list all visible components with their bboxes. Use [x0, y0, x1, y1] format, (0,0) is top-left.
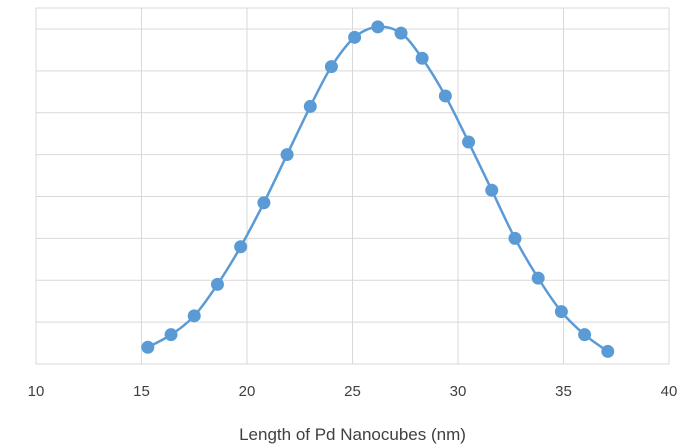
data-point	[234, 240, 248, 254]
data-point	[554, 305, 568, 319]
x-tick-label: 40	[661, 383, 678, 400]
x-tick-label: 35	[555, 383, 572, 400]
data-point	[303, 99, 317, 113]
data-point	[257, 196, 271, 210]
data-point	[485, 183, 499, 197]
data-point	[462, 135, 476, 149]
data-point	[531, 271, 545, 285]
data-point	[415, 51, 429, 65]
data-point	[578, 328, 592, 342]
x-tick-label: 30	[450, 383, 467, 400]
x-tick-label: 20	[239, 383, 256, 400]
plot-area-frame	[35, 7, 670, 365]
series-markers	[141, 20, 615, 358]
data-point	[141, 340, 155, 354]
data-point	[508, 231, 522, 245]
data-point	[324, 60, 338, 74]
x-tick-labels: 10 15 20 25 30 35 40	[28, 383, 678, 400]
grid	[35, 8, 670, 364]
x-tick-label: 25	[344, 383, 361, 400]
x-tick-label: 10	[28, 383, 45, 400]
data-point	[210, 277, 224, 291]
data-point	[280, 148, 294, 162]
data-point	[438, 89, 452, 103]
data-point	[601, 344, 615, 358]
data-point	[371, 20, 385, 34]
data-point	[187, 309, 201, 323]
x-axis-title: Length of Pd Nanocubes (nm)	[239, 425, 466, 444]
x-tick-label: 15	[133, 383, 150, 400]
data-point	[164, 328, 178, 342]
data-point	[394, 26, 408, 40]
data-point	[348, 30, 362, 44]
series-line	[147, 25, 609, 353]
